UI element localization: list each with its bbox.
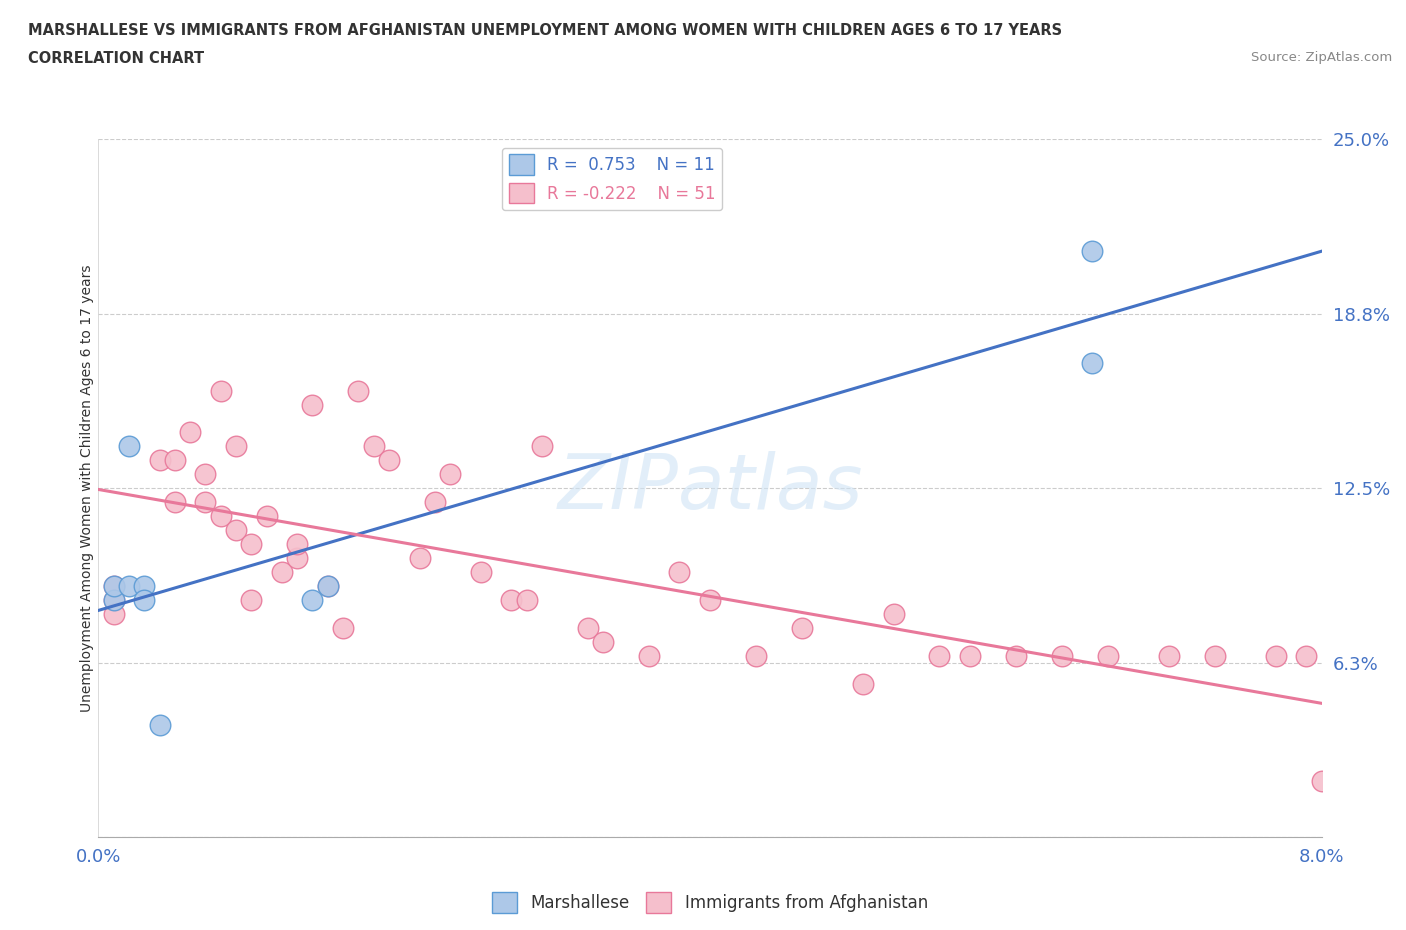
Point — [270, 565, 294, 579]
Point — [668, 565, 690, 579]
Point — [959, 648, 981, 663]
Point — [363, 439, 385, 454]
Text: ZIPatlas: ZIPatlas — [557, 451, 863, 525]
Point — [118, 578, 141, 593]
Point — [423, 495, 446, 510]
Point — [103, 578, 125, 593]
Point — [378, 453, 401, 468]
Point — [134, 592, 156, 607]
Point — [285, 551, 308, 565]
Text: Source: ZipAtlas.com: Source: ZipAtlas.com — [1251, 51, 1392, 64]
Point — [332, 620, 354, 635]
Point — [1310, 774, 1333, 789]
Point — [149, 453, 172, 468]
Point — [439, 467, 461, 482]
Point — [225, 523, 247, 538]
Y-axis label: Unemployment Among Women with Children Ages 6 to 17 years: Unemployment Among Women with Children A… — [80, 264, 94, 712]
Point — [1157, 648, 1180, 663]
Point — [209, 509, 232, 524]
Point — [149, 718, 172, 733]
Point — [347, 383, 370, 398]
Point — [179, 425, 201, 440]
Point — [699, 592, 721, 607]
Point — [301, 397, 323, 412]
Point — [134, 578, 156, 593]
Point — [576, 620, 599, 635]
Point — [1264, 648, 1286, 663]
Point — [194, 467, 217, 482]
Point — [852, 676, 875, 691]
Point — [225, 439, 247, 454]
Point — [1097, 648, 1119, 663]
Point — [118, 439, 141, 454]
Point — [163, 495, 186, 510]
Text: CORRELATION CHART: CORRELATION CHART — [28, 51, 204, 66]
Point — [103, 592, 125, 607]
Point — [1081, 244, 1104, 259]
Point — [194, 495, 217, 510]
Point — [470, 565, 492, 579]
Point — [501, 592, 523, 607]
Point — [256, 509, 278, 524]
Point — [883, 606, 905, 621]
Point — [103, 606, 125, 621]
Point — [316, 578, 339, 593]
Point — [240, 592, 263, 607]
Point — [103, 578, 125, 593]
Point — [516, 592, 538, 607]
Point — [592, 634, 614, 649]
Point — [103, 592, 125, 607]
Point — [790, 620, 813, 635]
Point — [1004, 648, 1026, 663]
Point — [1050, 648, 1073, 663]
Point — [637, 648, 661, 663]
Point — [240, 537, 263, 551]
Point — [163, 453, 186, 468]
Text: MARSHALLESE VS IMMIGRANTS FROM AFGHANISTAN UNEMPLOYMENT AMONG WOMEN WITH CHILDRE: MARSHALLESE VS IMMIGRANTS FROM AFGHANIST… — [28, 23, 1063, 38]
Point — [408, 551, 430, 565]
Point — [209, 383, 232, 398]
Point — [1295, 648, 1317, 663]
Point — [530, 439, 553, 454]
Point — [316, 578, 339, 593]
Point — [928, 648, 950, 663]
Point — [301, 592, 323, 607]
Legend: Marshallese, Immigrants from Afghanistan: Marshallese, Immigrants from Afghanistan — [485, 885, 935, 920]
Point — [285, 537, 308, 551]
Point — [1204, 648, 1226, 663]
Point — [745, 648, 768, 663]
Point — [1081, 355, 1104, 370]
